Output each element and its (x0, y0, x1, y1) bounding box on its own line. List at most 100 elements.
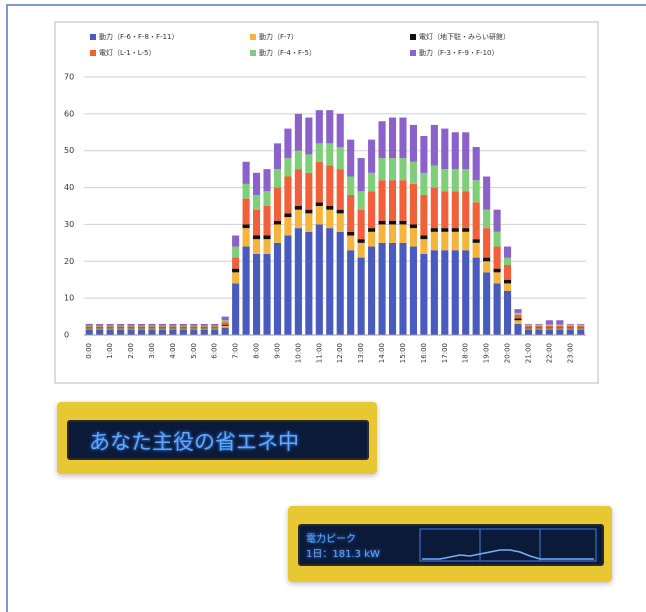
bar-segment (378, 242, 386, 335)
bar-segment (535, 325, 543, 328)
bar-segment (472, 180, 480, 203)
bar-segment (232, 268, 240, 273)
bar-segment (368, 228, 376, 232)
bar-segment (535, 324, 543, 326)
bar-segment (545, 329, 553, 335)
bar-segment (158, 328, 166, 330)
y-tick-label: 50 (64, 146, 74, 155)
bar-segment (430, 165, 438, 188)
bar-segment (326, 209, 334, 229)
bar-segment (273, 220, 282, 225)
bar-segment (294, 150, 302, 170)
bar-segment (368, 246, 376, 335)
bar-segment (524, 327, 533, 329)
bar-segment (158, 329, 166, 335)
bar-segment (441, 169, 449, 192)
bar-segment (117, 329, 125, 335)
bar-segment (451, 231, 459, 251)
bar-segment (190, 323, 198, 326)
bar-segment (514, 320, 522, 324)
bar-segment (200, 325, 208, 327)
bar-segment (211, 329, 219, 335)
x-tick-label: 18:00 (462, 343, 470, 363)
bar-segment (179, 327, 187, 329)
bar-segment (117, 328, 125, 330)
bar-segment (158, 326, 166, 328)
legend-swatch (410, 34, 416, 40)
bar-segment (211, 325, 219, 327)
bar-segment (430, 231, 438, 251)
bar-segment (211, 326, 219, 328)
bar-segment (483, 209, 491, 229)
bar-segment (106, 323, 114, 326)
bar-segment (253, 172, 261, 195)
bar-segment (137, 326, 146, 328)
bar-segment (273, 143, 282, 170)
bar-segment (96, 323, 104, 326)
bar-segment (357, 239, 365, 243)
bar-segment (305, 117, 313, 155)
bar-segment (388, 180, 397, 221)
bar-segment (483, 228, 491, 258)
bar-segment (190, 327, 198, 329)
bar-segment (305, 172, 313, 210)
bar-segment (483, 272, 491, 335)
bar-segment (504, 290, 512, 335)
bar-segment (315, 202, 323, 206)
bar-segment (368, 139, 376, 173)
bar-segment (284, 128, 292, 159)
bar-segment (85, 327, 93, 329)
x-tick-label: 2:00 (127, 343, 135, 359)
bar-segment (420, 235, 428, 240)
bar-segment (326, 143, 334, 166)
bar-segment (190, 329, 198, 335)
bar-segment (451, 250, 459, 335)
bar-segment (253, 235, 261, 240)
display-1: あなた主役の省エネ中 (57, 402, 377, 474)
bar-segment (577, 324, 585, 326)
bar-segment (577, 329, 585, 335)
bar-segment (441, 228, 449, 232)
x-tick-label: 14:00 (378, 343, 386, 363)
legend-label: 電灯（L-1・L-5） (99, 48, 156, 57)
bar-segment (556, 327, 564, 329)
bar-segment (368, 191, 376, 229)
bar-segment (462, 250, 470, 335)
bar-segment (190, 326, 198, 328)
bar-segment (357, 191, 365, 210)
chart: 0 10 20 30 40 50 60 70 動力（F-6・F-8・F-11） 動力（F-7） 電灯… (54, 21, 599, 384)
bar-segment (96, 329, 104, 335)
bar-segment (158, 327, 166, 329)
bar-segment (137, 325, 146, 327)
bar-segment (148, 325, 156, 327)
bar-segment (378, 121, 386, 159)
bar-segment (169, 323, 177, 326)
bar-segment (451, 169, 459, 192)
bar-segment (545, 320, 553, 325)
bar-segment (493, 272, 501, 284)
bar-segment (253, 209, 261, 236)
bar-segment (242, 198, 250, 225)
x-tick-label: 10:00 (294, 343, 302, 363)
bar-segment (200, 329, 208, 335)
bar-segment (158, 323, 166, 326)
bar-segment (409, 183, 417, 225)
bar-segment (96, 325, 104, 327)
bar-segment (117, 325, 125, 327)
bar-segment (409, 124, 417, 162)
bar-segment (242, 228, 250, 247)
y-tick-label: 20 (64, 257, 74, 266)
bar-segment (472, 257, 480, 335)
bar-segment (85, 323, 93, 326)
x-tick-label: 17:00 (441, 343, 449, 363)
bar-segment (232, 283, 240, 335)
bar-segment (137, 328, 146, 330)
bar-segment (430, 250, 438, 335)
x-tick-label: 7:00 (232, 343, 240, 359)
x-tick-label: 11:00 (315, 343, 323, 363)
bar-segment (179, 326, 187, 328)
bar-segment (211, 327, 219, 329)
bar-segment (200, 327, 208, 329)
bar-segment (315, 143, 323, 162)
